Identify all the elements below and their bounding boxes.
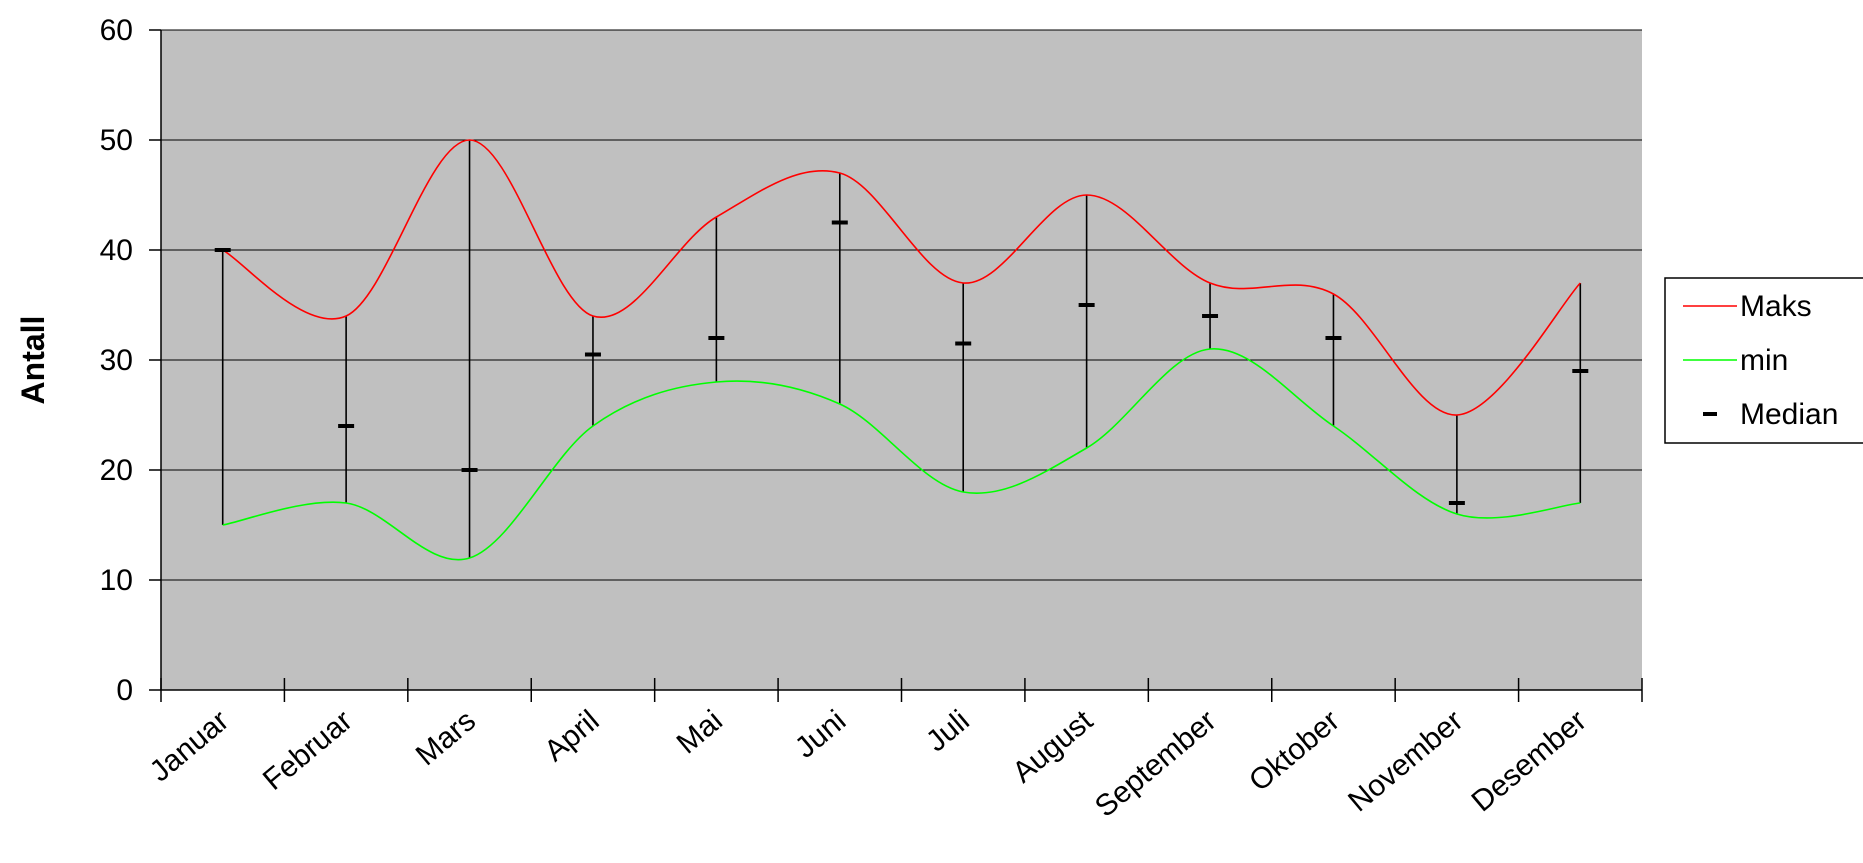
y-tick-label: 40 <box>100 234 133 267</box>
x-tick-label: Februar <box>257 704 359 797</box>
y-tick-label: 50 <box>100 124 133 157</box>
x-tick-label: April <box>538 704 605 768</box>
x-tick-label: September <box>1089 704 1223 824</box>
y-axis-title: Antall <box>15 316 51 405</box>
x-tick-label: Oktober <box>1243 704 1346 798</box>
x-tick-label: Desember <box>1466 704 1593 818</box>
legend-label-maks: Maks <box>1740 290 1812 323</box>
x-tick-label: Januar <box>144 704 235 788</box>
legend-label-median: Median <box>1740 398 1838 431</box>
y-tick-label: 60 <box>100 14 133 47</box>
series-line-min <box>222 348 1581 561</box>
y-tick-label: 10 <box>100 564 133 597</box>
x-tick-label: August <box>1006 704 1099 790</box>
x-tick-labels: Januar Februar Mars April Mai Juni Juli AugustS… <box>144 704 1593 824</box>
x-tick-label: Mai <box>671 704 729 760</box>
range-lines <box>221 140 1582 558</box>
x-tick-label: November <box>1342 704 1469 818</box>
x-tick-label: Mars <box>410 704 482 772</box>
y-tick-label: 30 <box>100 344 133 377</box>
axes <box>149 29 1643 702</box>
legend-label-min: min <box>1740 344 1788 377</box>
series-lines <box>222 139 1581 561</box>
gridlines <box>161 29 1642 581</box>
y-tick-label: 20 <box>100 454 133 487</box>
y-tick-labels: 0 10 20 30 40 50 60 <box>100 14 133 707</box>
series-line-maks <box>222 139 1581 416</box>
legend: Maks min Median <box>1664 277 1863 444</box>
median-markers <box>214 220 1589 505</box>
x-tick-label: Juni <box>789 704 852 765</box>
y-tick-label: 0 <box>116 674 133 707</box>
x-tick-label: Juli <box>920 704 976 758</box>
